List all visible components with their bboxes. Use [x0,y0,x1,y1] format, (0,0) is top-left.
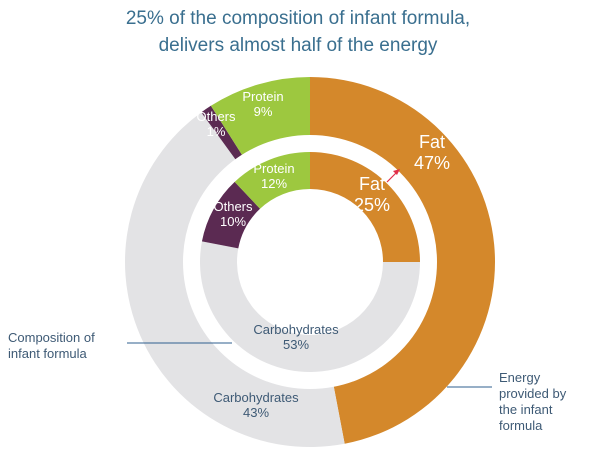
composition-annotation-line-1: Composition of [8,330,95,345]
slice-labels: Fat25%Carbohydrates53%Others10%Protein12… [196,89,450,420]
inner-slice-protein [234,152,310,209]
energy-annotation: Energy provided by the infant formula [447,370,567,433]
composition-annotation: Composition of infant formula [8,330,232,361]
inner-value-carbohydrates: 53% [283,337,309,352]
outer-label-carbohydrates: Carbohydrates [213,390,299,405]
outer-slice-fat [310,77,496,444]
inner-value-fat: 25% [354,195,390,215]
inner-slice-others [201,181,261,249]
inner-label-fat: Fat [359,174,385,194]
composition-annotation-line-2: infant formula [8,346,88,361]
inner-slice-carbohydrates [200,241,420,372]
inner-ring-composition [200,152,420,372]
energy-annotation-line-4: formula [499,418,543,433]
ring-separator [183,135,437,389]
inner-value-protein: 12% [261,176,287,191]
outer-label-protein: Protein [242,89,283,104]
chart-title-line-1: 25% of the composition of infant formula… [126,8,470,29]
outer-value-others: 1% [207,124,226,139]
fat-increase-arrow [386,171,398,183]
inner-slice-fat [310,152,420,262]
outer-label-fat: Fat [419,132,445,152]
chart-title-line-2: delivers almost half of the energy [159,35,438,56]
chart-title: 25% of the composition of infant formula… [126,8,470,56]
outer-value-protein: 9% [254,104,273,119]
energy-annotation-line-2: provided by [499,386,567,401]
outer-slice-carbohydrates [124,112,345,448]
inner-label-others: Others [213,199,253,214]
outer-value-fat: 47% [414,153,450,173]
inner-label-carbohydrates: Carbohydrates [253,322,339,337]
fat-increase-arrow-head [393,169,400,175]
outer-label-others: Others [196,109,236,124]
energy-annotation-line-3: the infant [499,402,553,417]
outer-value-carbohydrates: 43% [243,405,269,420]
outer-slice-others [201,105,252,174]
inner-label-protein: Protein [253,161,294,176]
inner-value-others: 10% [220,214,246,229]
energy-annotation-line-1: Energy [499,370,541,385]
